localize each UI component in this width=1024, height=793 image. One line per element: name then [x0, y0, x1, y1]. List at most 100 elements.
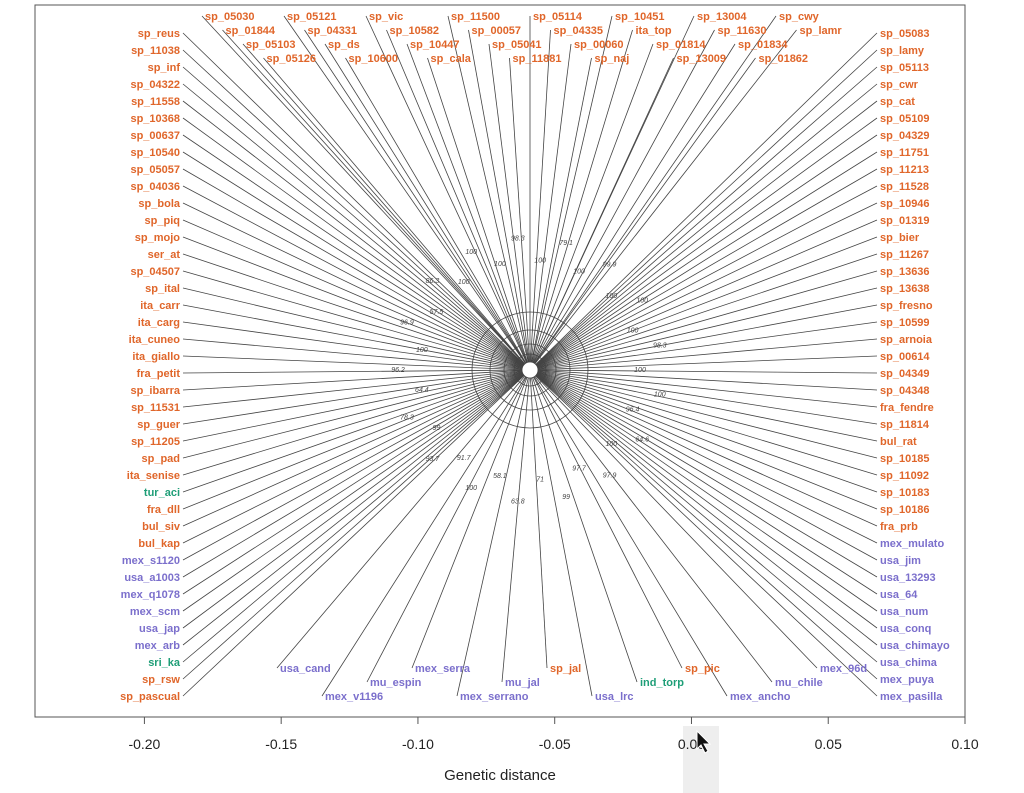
branch-sp_00060 [530, 43, 572, 363]
branch-sp_04349 [537, 369, 878, 374]
bootstrap-value: 97.7 [572, 465, 587, 472]
tip-label: sp_11205 [131, 436, 180, 448]
x-axis-label: Genetic distance [444, 767, 556, 784]
branch-sp_ibarra [182, 370, 523, 391]
tip-label: sp_10946 [880, 198, 930, 210]
tip-label: mex_s1120 [122, 555, 180, 567]
branch-sp_pascual [182, 375, 525, 697]
branch-sp_11528 [536, 185, 878, 367]
branch-bul_rat [537, 371, 878, 442]
tip-label: sp_11630 [718, 25, 767, 37]
tip-label: sp_vic [369, 11, 403, 23]
tip-label: sp_01834 [738, 39, 788, 51]
tip-label: sp_10451 [615, 11, 665, 23]
tip-label: sp_pic [685, 663, 720, 675]
tip-label: mex_puya [880, 674, 935, 686]
tip-labels: bul_kapbul_sivfra_dlltur_aciita_senisesp… [120, 11, 950, 703]
bootstrap-value: 100 [465, 485, 477, 492]
tip-label: sp_11267 [880, 249, 929, 261]
tip-label: mu_jal [505, 677, 540, 689]
bootstrap-value: 63.8 [511, 498, 525, 505]
bootstrap-value: 100 [534, 257, 546, 264]
tip-label: sp_00060 [574, 39, 624, 51]
tip-label: sp_00637 [130, 130, 180, 142]
branch-sp_10183 [537, 372, 878, 493]
tip-label: sp_ibarra [130, 385, 180, 397]
tip-label: usa_64 [880, 589, 918, 601]
tip-label: sp_05083 [880, 28, 930, 40]
bootstrap-value: 98.3 [511, 236, 525, 243]
tip-label: sp_10582 [390, 25, 440, 37]
tip-label: usa_jap [139, 623, 180, 635]
tip-label: sp_04349 [880, 368, 930, 380]
branch-sp_11092 [537, 371, 878, 476]
tip-label: sp_bola [138, 198, 180, 210]
branch-ita_carr [182, 304, 523, 369]
tip-label: sp_11038 [131, 45, 180, 57]
branch-sp_11630 [533, 29, 715, 364]
branch-sp_11558 [182, 100, 524, 366]
tip-label: sp_bier [880, 232, 920, 244]
branch-fra_petit [182, 369, 523, 374]
branch-bul_siv [182, 372, 523, 527]
branch-ind_torp [532, 377, 638, 683]
tip-label: sp_11558 [131, 96, 180, 108]
tip-label: ita_senise [127, 470, 180, 482]
tip-label: ita_carr [140, 300, 180, 312]
branch-sp_05103 [242, 43, 526, 365]
tip-label: sp_mojo [135, 232, 181, 244]
branch-sp_13636 [537, 270, 878, 369]
tip-label: sp_13009 [677, 53, 727, 65]
branch-sp_05030 [201, 15, 525, 365]
bootstrap-value: 100 [605, 441, 617, 448]
branch-sp_ds [324, 43, 527, 364]
tip-label: mex_ancho [730, 691, 791, 703]
tip-label: fra_petit [137, 368, 181, 380]
tip-label: sp_11881 [513, 53, 562, 65]
branch-sp_10368 [182, 117, 524, 366]
bootstrap-value: 79.1 [559, 240, 573, 247]
branch-sp_11267 [537, 253, 878, 368]
tip-label: mu_chile [775, 677, 823, 689]
tip-label: ser_at [148, 249, 181, 261]
tip-label: fra_dll [147, 504, 180, 516]
branch-sp_cala [427, 57, 528, 363]
branch-usa_chima [535, 374, 878, 663]
branch-sp_10185 [537, 371, 878, 459]
bootstrap-value: 100 [573, 269, 585, 276]
branch-fra_dll [182, 372, 523, 510]
tip-label: ita_cuneo [129, 334, 181, 346]
branch-sp_10599 [537, 321, 878, 370]
branch-usa_jap [182, 374, 524, 629]
tip-label: sp_05030 [205, 11, 255, 23]
x-tick-label: -0.10 [402, 736, 434, 752]
tip-label: sp_05057 [130, 164, 180, 176]
branch-fra_fendre [537, 370, 878, 408]
tip-label: sp_00057 [472, 25, 522, 37]
bootstrap-value: 99 [562, 494, 570, 501]
tip-label: tur_aci [144, 487, 180, 499]
tip-label: fra_prb [880, 521, 918, 533]
tip-label: sp_11092 [880, 470, 929, 482]
branch-sp_piq [182, 219, 523, 368]
branch-mex_96d [535, 375, 818, 669]
tip-label: sp_fresno [880, 300, 933, 312]
branch-sp_11038 [182, 49, 525, 365]
branch-ser_at [182, 253, 523, 368]
branch-sp_11881 [509, 57, 530, 363]
branch-sp_04036 [182, 185, 524, 367]
tip-label: mex_mulato [880, 538, 944, 550]
branch-sp_10451 [531, 15, 613, 363]
branch-sp_01844 [222, 29, 525, 365]
branch-sp_05126 [263, 57, 526, 365]
branch-sp_11531 [182, 370, 523, 408]
branch-sp_mojo [182, 236, 523, 368]
branch-sp_cat [536, 100, 878, 366]
x-axis: -0.20 -0.15 -0.10 -0.05 0.00 0.05 0.10 [128, 716, 979, 752]
branch-usa_64 [536, 374, 878, 595]
branch-sp_05121 [283, 15, 526, 364]
tip-label: sp_04331 [308, 25, 358, 37]
branch-usa_a1003 [182, 373, 524, 578]
tip-label: sp_cwy [779, 11, 820, 23]
